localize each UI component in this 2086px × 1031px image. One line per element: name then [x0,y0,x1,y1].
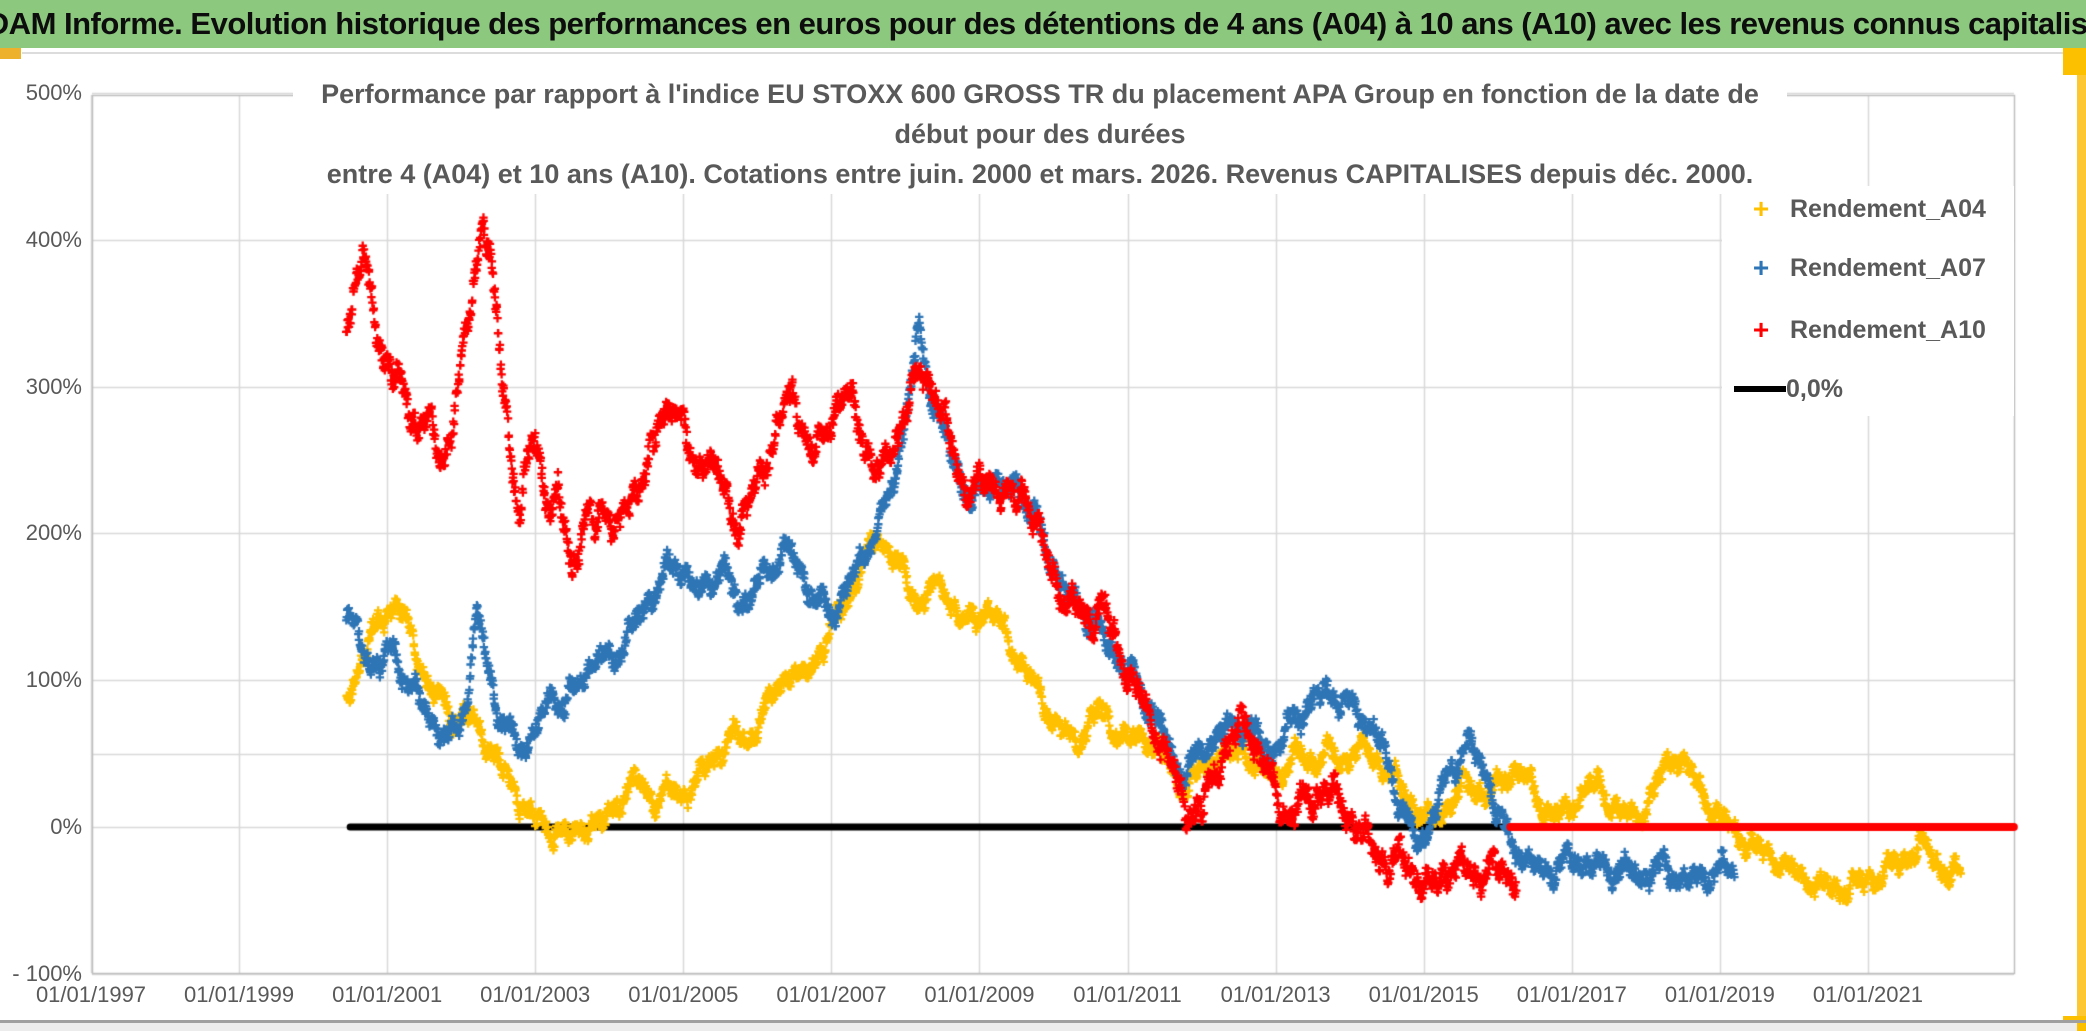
legend-entry: 0,0% [1722,372,2014,406]
x-tick-label: 01/01/2001 [332,982,443,1007]
bottom-band [0,1023,2077,1031]
y-tick-label: 100% [25,667,82,693]
chart-legend: + Rendement_A04 + Rendement_A07 + Rendement_A… [1722,186,2014,416]
y-tick-label: 400% [25,226,82,252]
x-tick-label: 01/01/1997 [35,982,147,1007]
chart-title: Performance par rapport à l'indice EU ST… [293,74,1787,194]
x-tick-label: 01/01/2007 [776,982,887,1007]
legend-label: Rendement_A07 [1790,253,1986,282]
x-tick-label: 01/01/2019 [1664,982,1775,1007]
header-bar: ADAM Informe. Evolution historique des p… [0,0,2086,48]
x-tick-label: 01/01/1999 [184,982,295,1007]
x-tick-label: 01/01/2009 [924,982,1035,1007]
y-tick-label: 500% [25,80,82,105]
x-tick-label: 01/01/2015 [1368,982,1479,1007]
y-tick-label: - 100% [12,960,82,986]
legend-marker-icon: + [1752,193,1770,224]
x-tick-label: 01/01/2017 [1516,982,1627,1007]
y-tick-label: 300% [25,373,82,399]
y-tick-label: 200% [25,520,82,546]
legend-label: Rendement_A10 [1790,315,1986,344]
gold-corner-top-left [0,48,21,59]
x-tick-label: 01/01/2003 [480,982,591,1007]
legend-label: 0,0% [1786,374,1843,403]
x-tick-label: 01/01/2021 [1812,982,1923,1007]
legend-entry: + Rendement_A04 [1722,192,2014,226]
x-tick-label: 01/01/2011 [1073,982,1182,1007]
x-tick-label: 01/01/2013 [1220,982,1331,1007]
legend-marker-icon: + [1752,252,1770,283]
legend-entry: + Rendement_A07 [1722,251,2014,285]
x-tick-label: 01/01/2005 [628,982,739,1007]
chart-title-line2: entre 4 (A04) et 10 ans (A10). Cotations… [326,159,1754,189]
chart-title-line1: Performance par rapport à l'indice EU ST… [321,79,1759,149]
header-title: ADAM Informe. Evolution historique des p… [0,6,2086,41]
legend-marker-icon: + [1752,314,1770,345]
gold-corner-top-right [2063,48,2086,75]
legend-line-swatch [1734,386,1786,392]
gold-strip-right [2077,75,2086,1031]
legend-label: Rendement_A04 [1790,194,1986,223]
bottom-divider [0,1020,2086,1023]
y-tick-label: 0% [50,814,82,839]
legend-entry: + Rendement_A10 [1722,313,2014,347]
top-divider [22,52,2063,54]
